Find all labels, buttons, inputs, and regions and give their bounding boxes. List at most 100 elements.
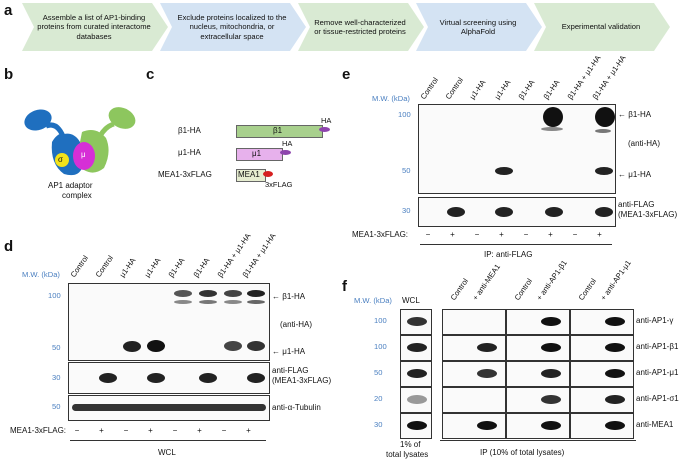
footer-e: IP: anti-FLAG (484, 250, 533, 259)
blot-anti-ha-d (68, 283, 270, 361)
ap1-caption-2: complex (62, 191, 92, 200)
treatment-sign: + (499, 230, 504, 239)
e-lane-label: μ1-HA (467, 78, 488, 101)
f-lane-label: Control (576, 276, 599, 302)
workflow-step-1-text: Assemble a list of AP1-binding proteins … (37, 12, 151, 41)
d-lane-label: μ1-HA (117, 256, 138, 279)
workflow-step-5: Experimental validation (534, 3, 670, 51)
treatment-sign: − (123, 426, 129, 435)
workflow-step-4: Virtual screening using AlphaFold (416, 3, 542, 51)
mw-d-50b: 50 (52, 402, 61, 411)
label-d-mu1: ← μ1-HA (272, 347, 306, 356)
footer-f: IP (10% of total lysates) (480, 448, 565, 457)
mea1-flag-tag (263, 171, 273, 177)
workflow-step-5-text: Experimental validation (561, 22, 641, 32)
blot-anti-flag-e (418, 197, 616, 227)
blot-anti-tubulin-d (68, 395, 270, 421)
beta1-domain-label: β1 (273, 126, 283, 135)
treatment-sign: + (548, 230, 553, 239)
f-blot-cell (506, 309, 570, 335)
construct-name-beta1: β1-HA (178, 126, 201, 135)
mw-d-30: 30 (52, 373, 61, 382)
panel-label-c: c (146, 66, 155, 83)
f-blot-cell (400, 309, 432, 335)
treatment-sign: − (172, 426, 178, 435)
label-d-beta1: ← β1-HA (272, 292, 306, 301)
f-antibody-label: anti-MEA1 (636, 420, 674, 429)
f-blot-cell (442, 387, 506, 413)
mu1-domain-label: μ1 (252, 149, 262, 158)
f-blot-cell (570, 335, 634, 361)
d-lane-label: β1-HA (166, 256, 187, 279)
footer-f-1: 1% of (400, 440, 421, 449)
f-blot-cell (400, 413, 432, 439)
label-e-flag1: anti-FLAG (618, 200, 655, 209)
e-lane-label: μ1-HA (492, 78, 512, 101)
footer-line-f (440, 440, 636, 441)
construct-name-mea1: MEA1-3xFLAG (158, 170, 212, 179)
workflow-step-2: Exclude proteins localized to the nucleu… (160, 3, 306, 51)
mw-e-100: 100 (398, 110, 411, 119)
mw-e-30: 30 (402, 206, 411, 215)
workflow-step-4-text: Virtual screening using AlphaFold (439, 17, 517, 36)
mu1-ha-label: HA (282, 139, 293, 148)
f-blot-cell (570, 413, 634, 439)
beta1-ha-label: HA (321, 116, 332, 125)
f-blot-cell (400, 361, 432, 387)
mea1-domain-label: MEA1 (238, 170, 260, 179)
label-e-antiha: (anti-HA) (628, 139, 661, 148)
treatment-sign: + (99, 426, 104, 435)
row-label-e: MEA1-3xFLAG: (352, 230, 409, 239)
treatment-sign: + (148, 426, 153, 435)
panel-label-e: e (342, 66, 351, 83)
sigma-subunit-label: σ (58, 155, 63, 164)
d-lane-label: Control (93, 253, 115, 279)
footer-line-d (70, 440, 266, 441)
f-lane-label: Control (448, 276, 471, 302)
mea1-flag-label: 3xFLAG (265, 180, 293, 189)
f-antibody-label: anti-AP1-γ (636, 316, 674, 325)
f-antibody-label: anti-AP1-σ1 (636, 394, 679, 403)
f-blot-cell (442, 309, 506, 335)
e-lane-label: β1-HA (541, 78, 561, 101)
e-lane-label: Control (418, 75, 441, 101)
footer-d: WCL (158, 448, 176, 457)
f-mw-marker: 20 (374, 394, 383, 403)
treatment-sign: + (597, 230, 602, 239)
d-lane-label: μ1-HA (142, 256, 162, 279)
label-e-mu1: ← μ1-HA (618, 170, 652, 179)
f-mw-marker: 50 (374, 368, 383, 377)
panel-label-a: a (4, 2, 13, 19)
treatment-sign: + (450, 230, 455, 239)
label-e-beta1: ← β1-HA (618, 110, 652, 119)
treatment-sign: − (572, 230, 578, 239)
mu-subunit-label: μ (81, 150, 86, 159)
f-blot-cell (506, 413, 570, 439)
f-blot-cell (442, 361, 506, 387)
gamma-subunit-label: γ (55, 107, 59, 116)
e-lane-label: β1-HA (516, 78, 537, 101)
f-blot-cell (400, 335, 432, 361)
f-blot-cell (506, 335, 570, 361)
f-blot-cell (570, 309, 634, 335)
beta1-ha-tag (319, 127, 330, 132)
f-blot-cell (506, 387, 570, 413)
footer-line-e (420, 244, 612, 245)
mu1-ha-tag (280, 150, 291, 155)
f-mw-marker: 30 (374, 420, 383, 429)
f-mw-marker: 100 (374, 316, 387, 325)
mw-e-50: 50 (402, 166, 411, 175)
workflow-step-1: Assemble a list of AP1-binding proteins … (22, 3, 168, 51)
label-d-flag1: anti-FLAG (272, 366, 309, 375)
workflow-step-3: Remove well-characterized or tissue-rest… (298, 3, 424, 51)
f-lane-label: + anti-AP1-μ1 (598, 258, 633, 302)
f-lane-label: + anti-MEA1 (470, 262, 503, 302)
beta-subunit-label: β (89, 109, 94, 118)
panel-label-b: b (4, 66, 14, 83)
mw-header-f: M.W. (kDa) (354, 296, 392, 305)
panel-label-d: d (4, 238, 14, 255)
d-lane-label: β1-HA (191, 256, 211, 279)
f-blot-cell (442, 335, 506, 361)
blot-anti-ha-e (418, 104, 616, 194)
row-label-d: MEA1-3xFLAG: (10, 426, 67, 435)
